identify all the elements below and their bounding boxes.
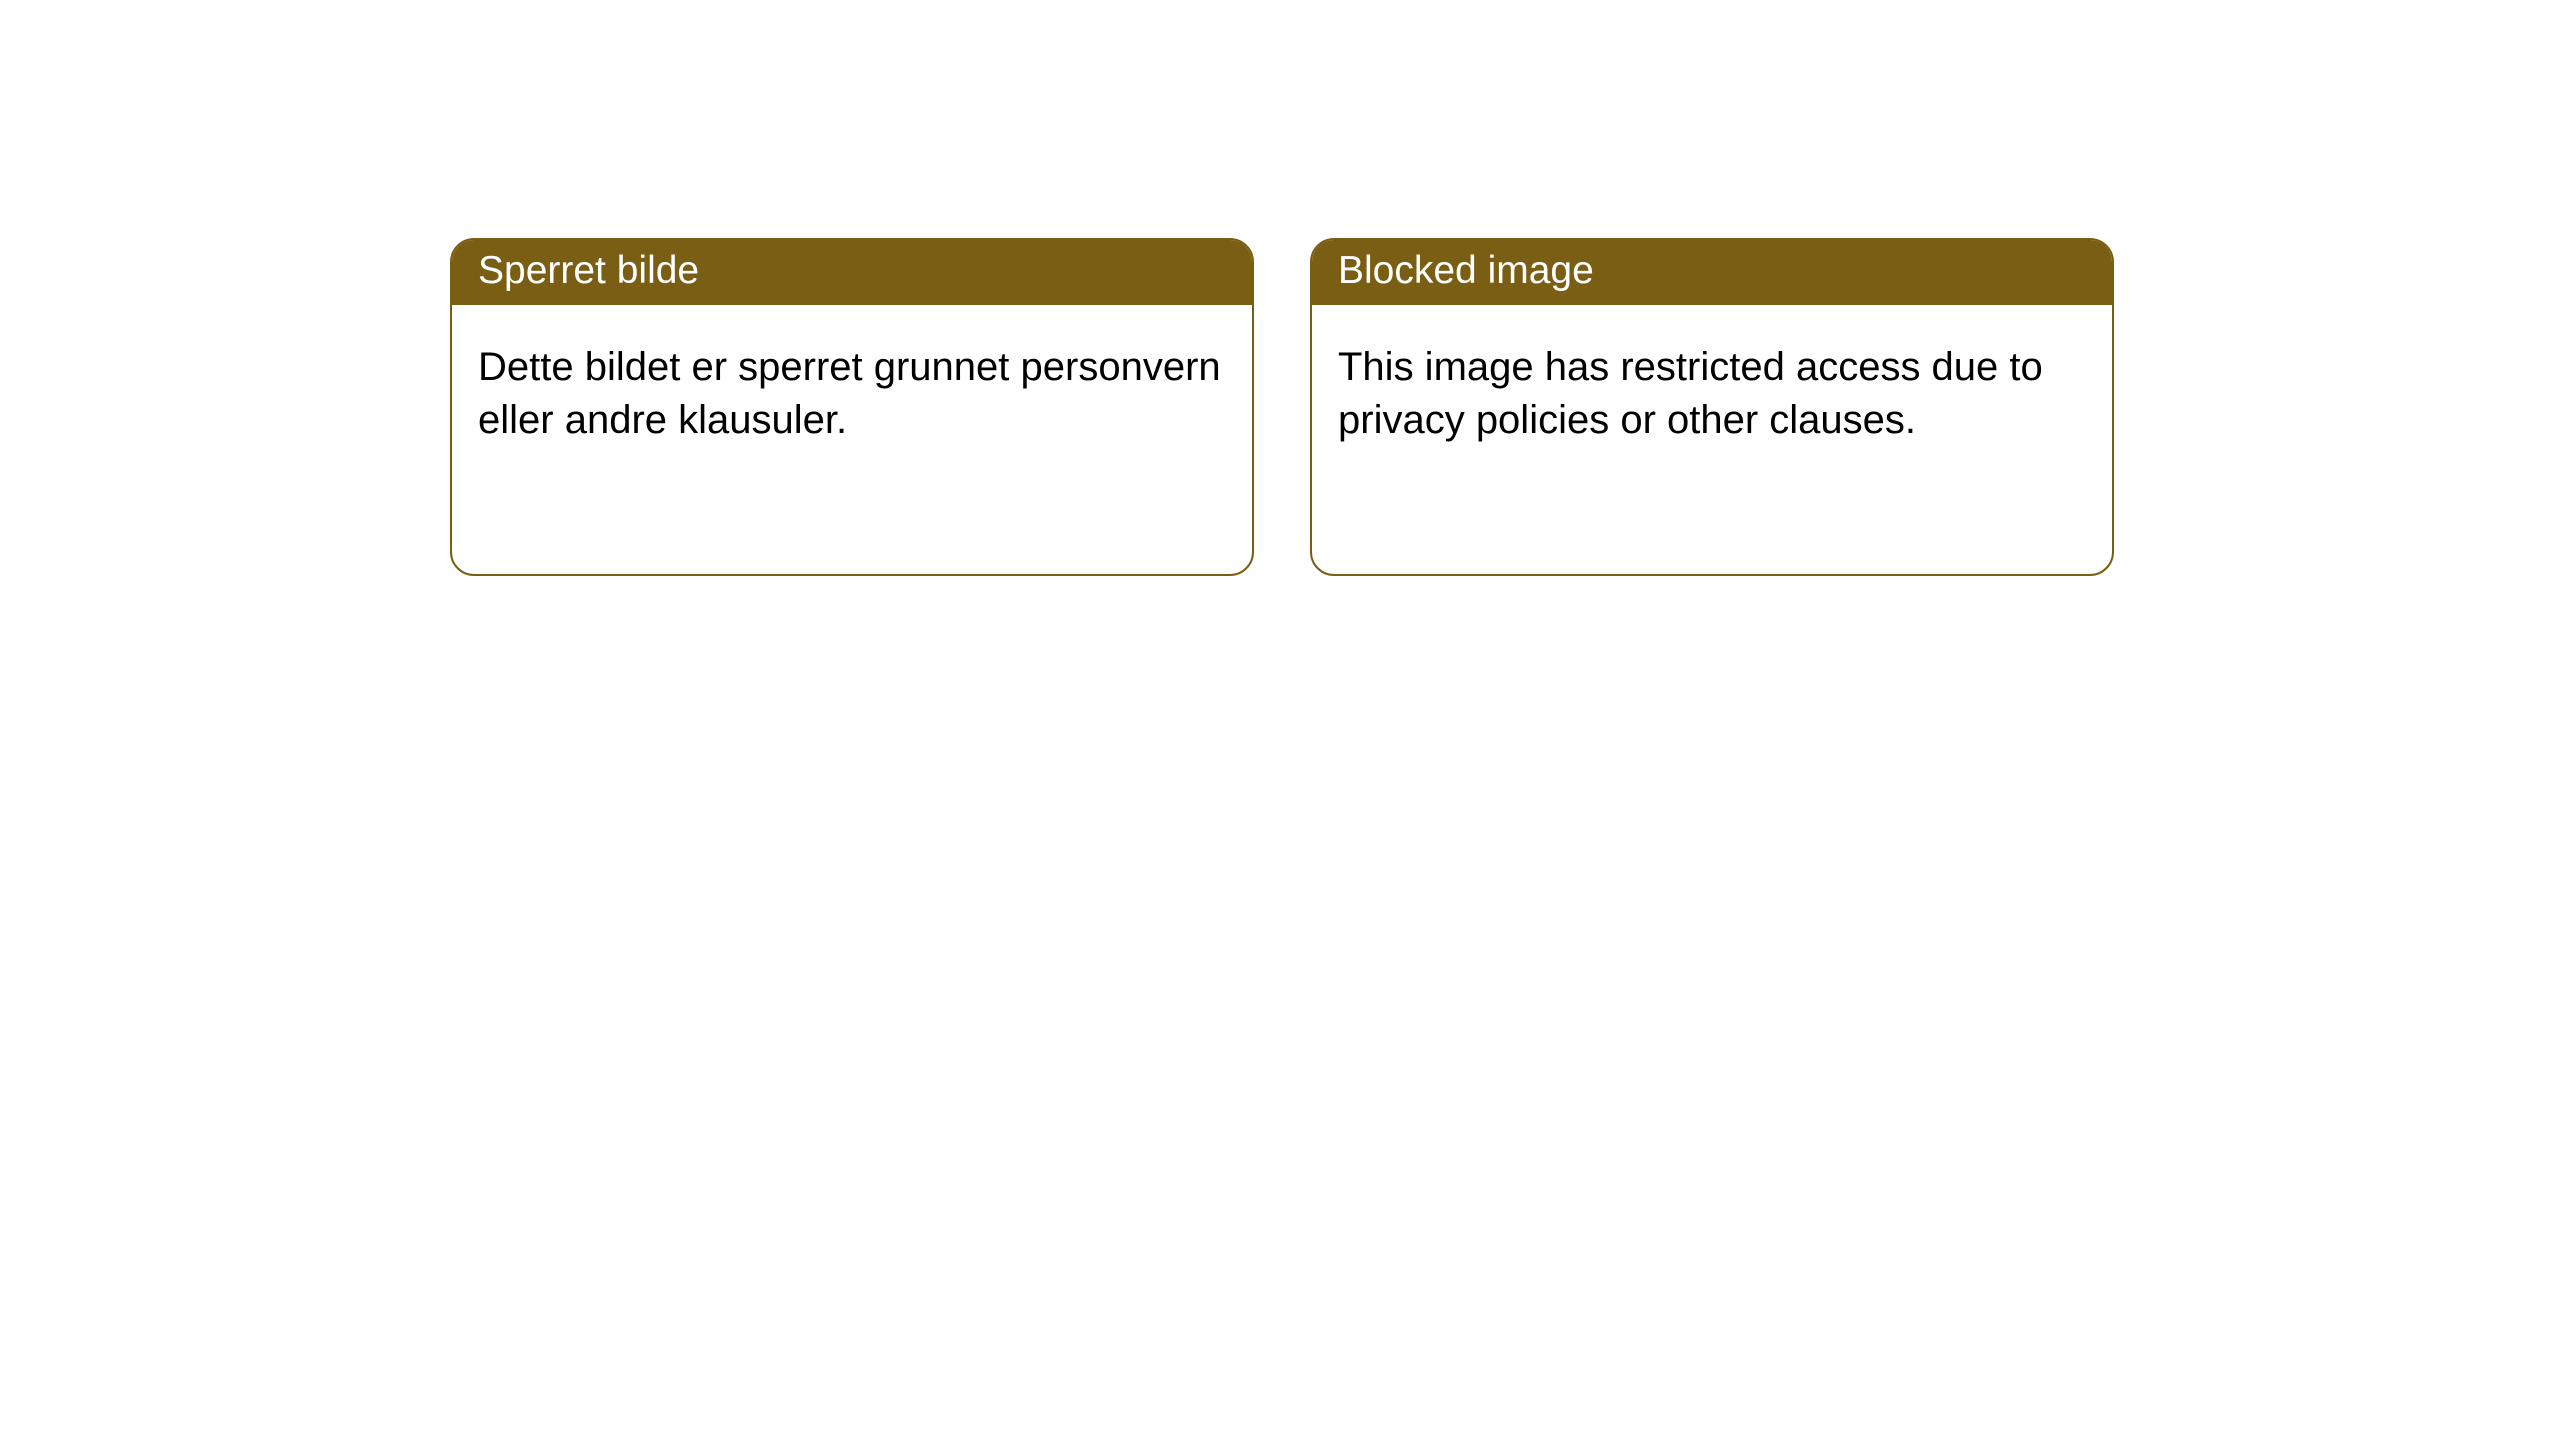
card-header-norwegian: Sperret bilde [452,240,1252,305]
blocked-image-card-english: Blocked image This image has restricted … [1310,238,2114,576]
card-body-norwegian: Dette bildet er sperret grunnet personve… [452,305,1252,473]
card-body-english: This image has restricted access due to … [1312,305,2112,473]
notice-container: Sperret bilde Dette bildet er sperret gr… [0,0,2560,576]
blocked-image-card-norwegian: Sperret bilde Dette bildet er sperret gr… [450,238,1254,576]
card-header-english: Blocked image [1312,240,2112,305]
